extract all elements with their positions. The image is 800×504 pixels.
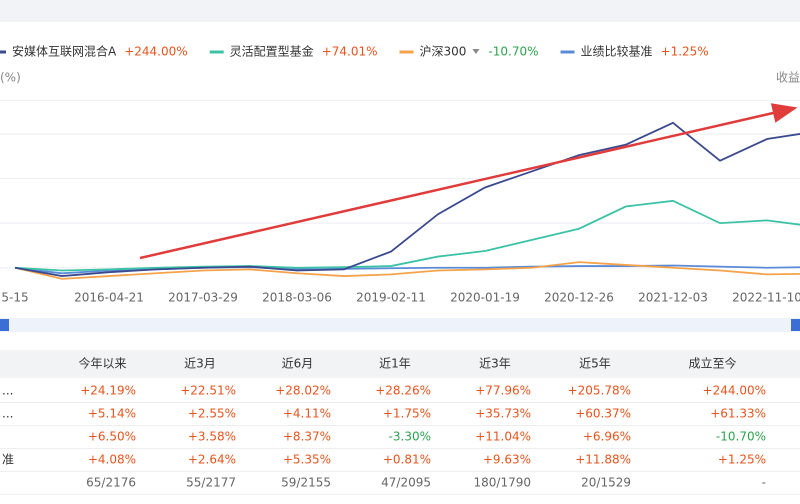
table-cell: +244.00% — [703, 384, 766, 398]
table-cell: +205.78% — [568, 384, 631, 398]
series-line — [14, 261, 800, 280]
table-cell: +8.37% — [283, 430, 331, 444]
table-cell: +2.55% — [188, 407, 236, 421]
table-cell: +77.96% — [475, 384, 531, 398]
scroll-handle[interactable] — [791, 319, 800, 331]
table-cell: +9.63% — [483, 453, 531, 467]
x-tick-label: 2018-03-06 — [262, 291, 332, 305]
series-line — [14, 199, 800, 272]
table-header: 近5年 — [579, 357, 611, 371]
legend-dropdown — [472, 49, 480, 54]
table-cell: +61.33% — [710, 407, 766, 421]
row-label: ... — [2, 407, 13, 421]
scrollbar[interactable] — [0, 318, 800, 332]
table-header: 今年以来 — [78, 356, 126, 371]
legend-name: 灵活配置型基金 — [230, 44, 314, 59]
series-line — [14, 121, 800, 277]
legend-change: +1.25% — [661, 45, 709, 59]
table-cell: 180/1790 — [474, 476, 532, 490]
table-cell: 55/2177 — [186, 476, 236, 490]
table-cell: +6.96% — [583, 430, 631, 444]
trend-arrow — [139, 103, 798, 260]
legend-name: 安媒体互联网混合A — [12, 44, 117, 59]
table-cell: 20/1529 — [581, 476, 631, 490]
table-cell: +11.04% — [475, 430, 531, 444]
table-cell: +11.88% — [575, 453, 631, 467]
table-header-bg — [0, 350, 800, 378]
x-tick-label: 2021-12-03 — [638, 291, 708, 305]
table-cell: -3.30% — [389, 430, 431, 444]
table-cell: +6.50% — [88, 430, 136, 444]
table-cell: -10.70% — [716, 430, 766, 444]
legend-change: +244.00% — [124, 45, 187, 59]
table-cell: +35.73% — [475, 407, 531, 421]
table-cell: +1.75% — [383, 407, 431, 421]
x-tick-label: 5-15 — [1, 291, 28, 305]
table-cell: +28.02% — [275, 384, 331, 398]
table-header: 近3年 — [479, 357, 511, 371]
table-cell: +5.14% — [88, 407, 136, 421]
table-cell: +2.64% — [188, 453, 236, 467]
table-cell: +4.11% — [283, 407, 331, 421]
table-cell: +0.81% — [383, 453, 431, 467]
table-header: 近1年 — [379, 357, 411, 371]
table-cell: +22.51% — [180, 384, 236, 398]
legend-change: +74.01% — [322, 45, 378, 59]
table-header: 成立至今 — [688, 356, 736, 371]
row-label: ... — [2, 384, 13, 398]
table-cell: +3.58% — [188, 430, 236, 444]
table-cell: - — [762, 476, 766, 490]
scroll-handle[interactable] — [0, 319, 9, 331]
axis-left-label: (%) — [0, 71, 21, 85]
x-tick-label: 2019-02-11 — [356, 291, 426, 305]
table-cell: 59/2155 — [281, 476, 331, 490]
top-bar — [0, 0, 800, 22]
legend-name: 业绩比较基准 — [581, 44, 653, 59]
x-tick-label: 2016-04-21 — [74, 291, 144, 305]
table-cell: +4.08% — [88, 453, 136, 467]
x-tick-label: 2020-12-26 — [544, 291, 614, 305]
table-cell: +24.19% — [80, 384, 136, 398]
x-tick-label: 2017-03-29 — [168, 291, 238, 305]
table-cell: +60.37% — [575, 407, 631, 421]
table-cell: 47/2095 — [381, 476, 431, 490]
x-tick-label: 2022-11-10 — [732, 291, 800, 305]
axis-right-label: 收益 — [776, 71, 800, 85]
row-label: 准 — [2, 453, 14, 467]
legend-name: 沪深300 — [420, 45, 467, 59]
x-tick-label: 2020-01-19 — [450, 291, 520, 305]
table-header: 近6月 — [282, 357, 314, 371]
table-cell: 65/2176 — [86, 476, 136, 490]
legend-change: -10.70% — [488, 45, 538, 59]
table-cell: +28.26% — [375, 384, 431, 398]
table-cell: +1.25% — [718, 453, 766, 467]
table-header: 近3月 — [184, 357, 216, 371]
table-cell: +5.35% — [283, 453, 331, 467]
